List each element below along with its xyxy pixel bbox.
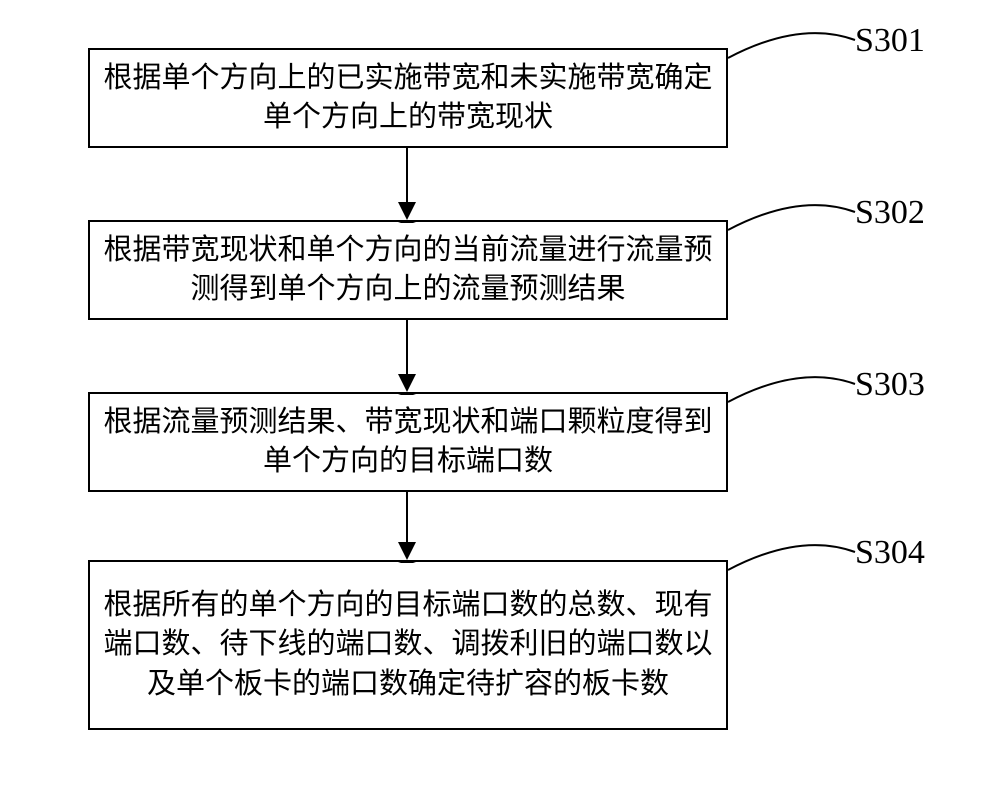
leader-s301 [728,33,855,58]
leader-s304 [728,545,855,570]
flowchart-canvas: 根据单个方向上的已实施带宽和未实施带宽确定单个方向上的带宽现状根据带宽现状和单个… [0,0,1000,800]
leader-s302 [728,205,855,230]
leader-lines [0,0,1000,800]
leader-s303 [728,377,855,402]
